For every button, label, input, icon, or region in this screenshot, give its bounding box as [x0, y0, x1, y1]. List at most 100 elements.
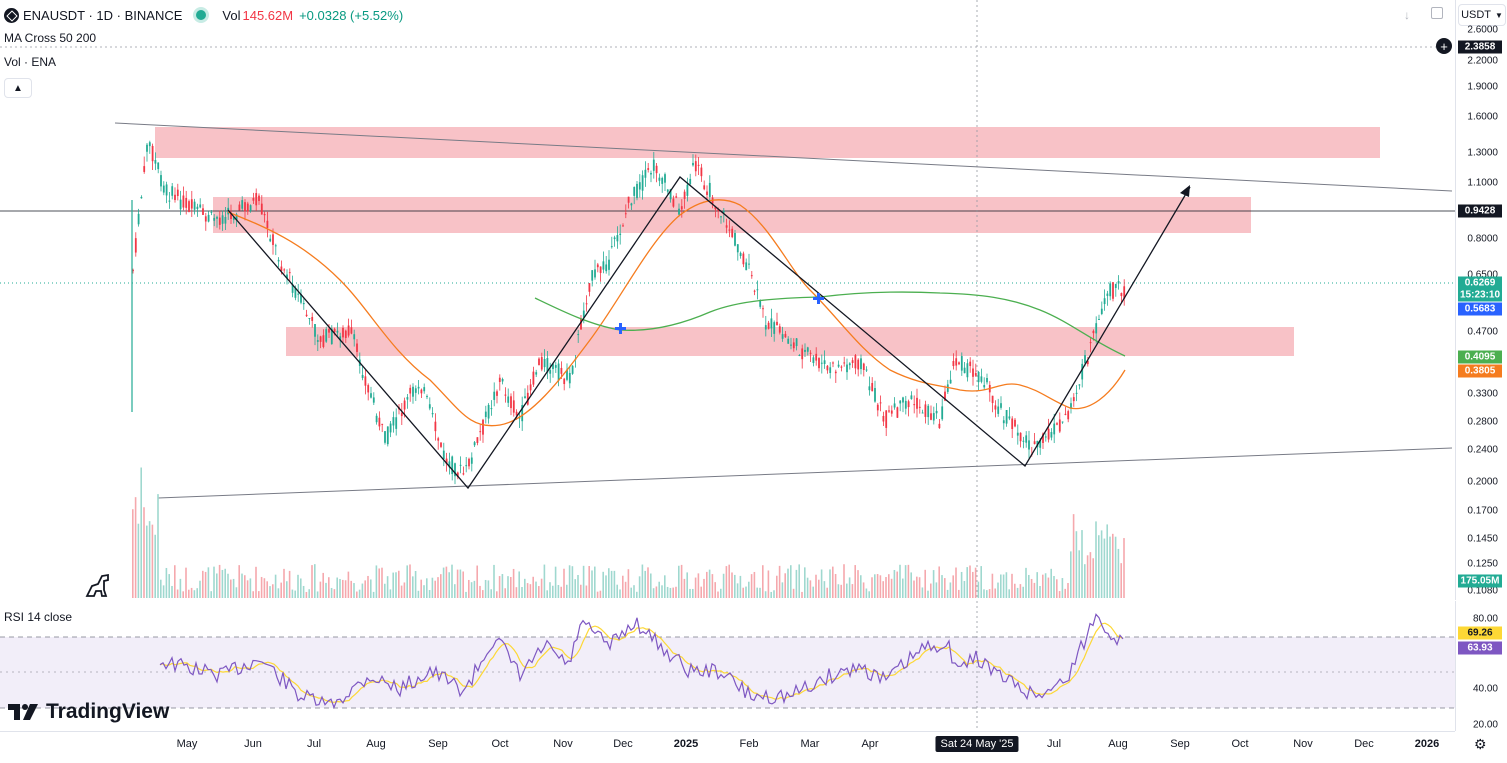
- candle-body: [143, 166, 146, 172]
- candle-body: [1075, 392, 1078, 394]
- candle-body: [288, 272, 291, 274]
- candle-body: [566, 369, 568, 380]
- volume-bar: [140, 467, 142, 598]
- candle-body: [748, 263, 750, 265]
- collapse-indicators-button[interactable]: ▲: [4, 78, 32, 98]
- candle-body: [804, 349, 806, 352]
- candle-body: [829, 367, 832, 373]
- price-tick-label: 0.1700: [1467, 505, 1498, 517]
- candle-body: [1053, 423, 1056, 435]
- candle-body: [722, 210, 725, 213]
- ma-indicator-label[interactable]: MA Cross 50 200: [4, 31, 97, 45]
- candle-body: [801, 348, 804, 360]
- volume-bar: [143, 507, 145, 598]
- candle-body: [703, 185, 706, 190]
- candle-body: [409, 387, 412, 394]
- candle-body: [1070, 403, 1072, 409]
- candle-body: [154, 159, 157, 164]
- volume-bar: [1030, 578, 1033, 598]
- volume-bar: [599, 590, 602, 598]
- rsi-canvas[interactable]: [0, 601, 1455, 731]
- candle-body: [927, 405, 930, 418]
- plus-circle-icon[interactable]: +: [1436, 38, 1452, 54]
- volume-bar: [932, 570, 935, 598]
- candle-body: [689, 178, 692, 185]
- candle-body: [344, 330, 347, 338]
- time-axis[interactable]: MayJunJulAugSepOctNovDec2025FebMarAprJun…: [0, 731, 1455, 763]
- candle-body: [868, 386, 871, 391]
- candle-body: [137, 213, 140, 225]
- time-axis-label: Nov: [1293, 738, 1313, 750]
- candle-body: [851, 360, 854, 363]
- volume-bar: [896, 571, 898, 598]
- candle-body: [613, 237, 616, 240]
- volume-bar: [767, 570, 770, 598]
- currency-selector[interactable]: USDT ▼: [1458, 4, 1506, 26]
- symbol-title[interactable]: ENAUSDT · 1D · BINANCE: [23, 7, 183, 23]
- rsi-pane[interactable]: RSI 14 close: [0, 601, 1455, 731]
- volume-bar: [372, 591, 375, 598]
- candle-body: [1100, 308, 1103, 314]
- gear-icon[interactable]: ⚙: [1474, 736, 1487, 752]
- volume-bar: [510, 576, 512, 598]
- volume-bar: [507, 576, 509, 598]
- candle-body: [241, 200, 244, 209]
- marker-price-label: 0.5683: [1458, 302, 1502, 316]
- time-axis-label: Aug: [366, 738, 386, 750]
- volume-bar: [300, 578, 302, 598]
- candle-body: [767, 322, 770, 329]
- price-chart-canvas[interactable]: [0, 0, 1455, 600]
- maximize-icon[interactable]: [1431, 7, 1443, 19]
- volume-bar: [582, 565, 585, 598]
- candle-body: [132, 269, 134, 272]
- volume-bar: [921, 587, 924, 598]
- candle-body: [381, 423, 384, 425]
- candle-body: [364, 376, 367, 386]
- candle-body: [462, 473, 465, 475]
- volume-bar: [728, 564, 730, 598]
- volume-bar: [899, 564, 901, 598]
- volume-label: Vol: [222, 7, 241, 23]
- rsi-scale[interactable]: 80.00 40.00 20.00 69.26 63.93: [1455, 601, 1507, 731]
- ma-cross-marker: [615, 323, 626, 334]
- candle-body: [921, 412, 924, 414]
- candle-body: [224, 216, 227, 224]
- volume-bar: [378, 568, 380, 598]
- zigzag-pattern: [227, 176, 1191, 490]
- volume-bar: [938, 566, 940, 598]
- volume-bar: [770, 591, 772, 598]
- volume-bar: [1098, 535, 1100, 598]
- tradingview-logo[interactable]: TradingView: [8, 700, 169, 724]
- volume-bar: [174, 565, 176, 598]
- time-axis-label: Sep: [1170, 738, 1190, 750]
- candle-body: [843, 362, 846, 364]
- volume-bar: [204, 571, 207, 598]
- volume-bar: [440, 574, 442, 598]
- volume-bar: [546, 590, 548, 598]
- volume-bar: [459, 569, 462, 598]
- candle-body: [512, 400, 515, 413]
- price-tick-label: 0.1250: [1467, 558, 1498, 570]
- volume-bar: [661, 585, 663, 598]
- volume-bar: [655, 586, 658, 598]
- candle-body: [974, 373, 977, 376]
- price-scale[interactable]: 2.6000 2.2000 1.9000 1.6000 1.3000 1.1000 0.80…: [1455, 0, 1507, 600]
- candle-body: [812, 357, 815, 364]
- arrow-down-icon[interactable]: ↓: [1404, 8, 1410, 22]
- candle-body: [795, 338, 798, 347]
- main-chart-pane[interactable]: ENAUSDT · 1D · BINANCE Vol 145.62M +0.03…: [0, 0, 1455, 600]
- volume-bar: [944, 578, 946, 598]
- candle-body: [546, 358, 549, 373]
- volume-bar: [557, 585, 560, 598]
- volume-bar: [454, 584, 456, 598]
- candle-body: [885, 410, 888, 428]
- candle-body: [538, 358, 540, 366]
- rsi-line: [159, 613, 1124, 710]
- candle-body: [815, 353, 818, 361]
- candle-body: [588, 283, 591, 292]
- rsi-indicator-label[interactable]: RSI 14 close: [4, 610, 73, 624]
- volume-bar: [969, 565, 971, 598]
- volume-bar: [823, 581, 826, 598]
- volume-indicator-label[interactable]: Vol · ENA: [4, 55, 57, 69]
- volume-bar: [414, 570, 417, 598]
